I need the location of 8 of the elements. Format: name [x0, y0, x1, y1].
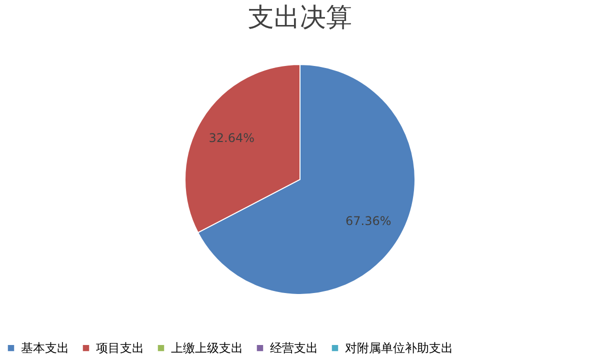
chart-title: 支出决算 — [248, 3, 352, 33]
legend-label: 经营支出 — [270, 341, 318, 356]
legend-label: 项目支出 — [96, 341, 144, 356]
data-label: 67.36% — [346, 214, 392, 228]
data-label: 32.64% — [208, 131, 254, 145]
legend-label: 对附属单位补助支出 — [345, 341, 453, 356]
legend-label: 基本支出 — [21, 341, 69, 356]
legend-label: 上缴上级支出 — [171, 341, 243, 356]
